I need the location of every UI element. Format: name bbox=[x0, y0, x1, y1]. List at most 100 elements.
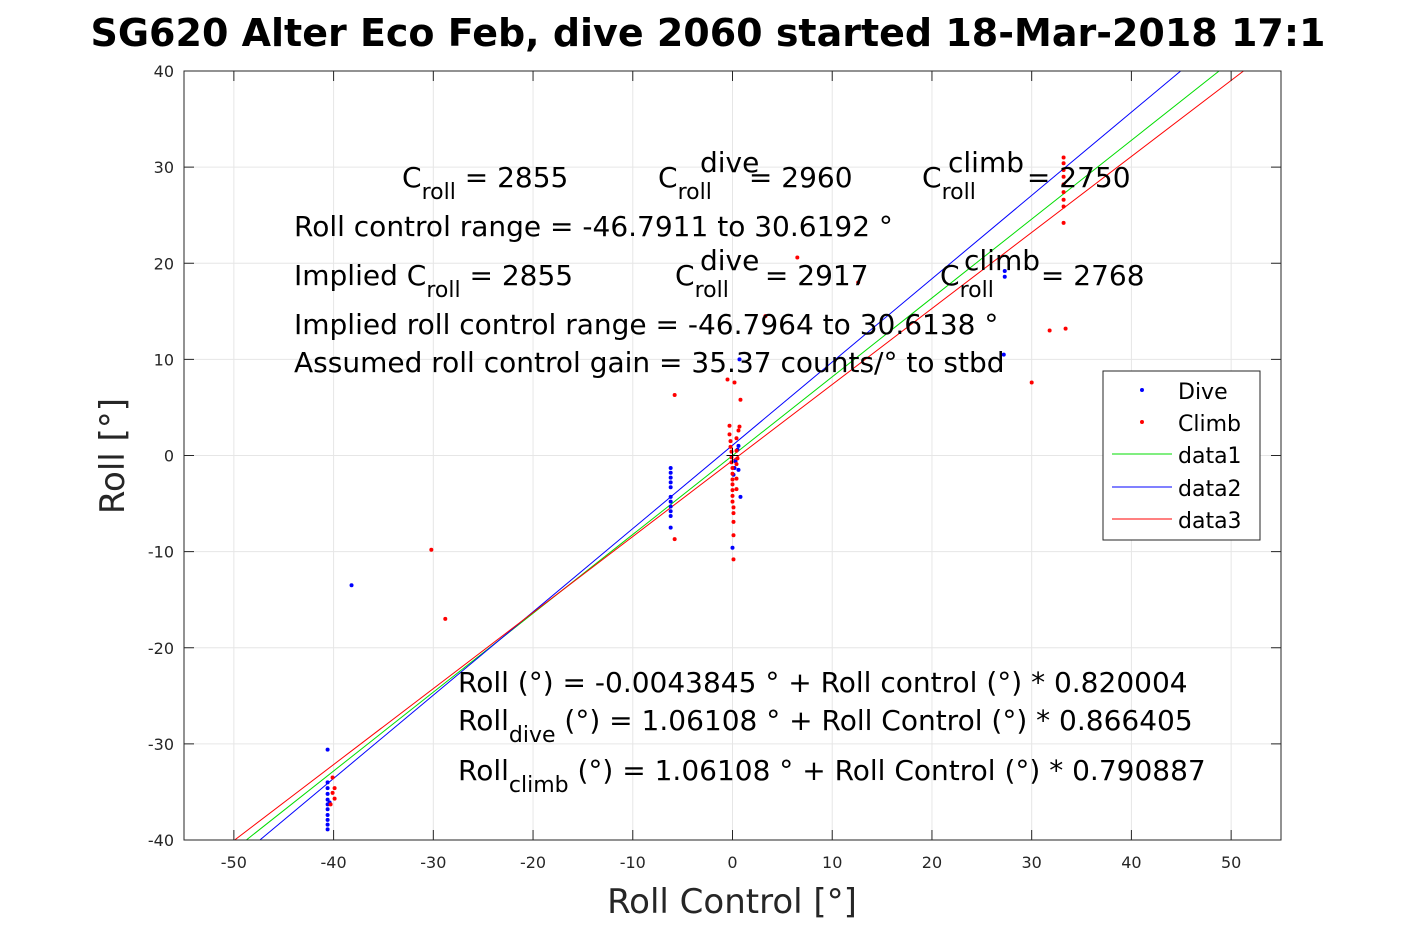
point-climb bbox=[734, 487, 739, 492]
legend-marker-dive bbox=[1140, 388, 1144, 392]
point-climb bbox=[1061, 197, 1066, 202]
legend-label-climb: Climb bbox=[1178, 412, 1241, 437]
point-climb bbox=[731, 557, 736, 562]
y-tick-label: 20 bbox=[154, 254, 174, 273]
point-climb bbox=[730, 493, 735, 498]
c-roll-dive-sup: dive bbox=[700, 146, 759, 179]
legend-label-dive: Dive bbox=[1178, 380, 1228, 405]
implied-c-roll-text: Implied Croll = 2855 bbox=[294, 259, 573, 303]
point-climb bbox=[725, 377, 730, 382]
point-dive bbox=[668, 465, 673, 470]
point-climb bbox=[728, 439, 733, 444]
point-climb bbox=[727, 423, 732, 428]
x-tick-label: -30 bbox=[420, 853, 446, 872]
fit-climb-equation: Rollclimb (°) = 1.06108 ° + Roll Control… bbox=[458, 754, 1206, 798]
point-dive bbox=[668, 525, 673, 530]
point-climb bbox=[330, 790, 335, 795]
point-climb bbox=[1061, 190, 1066, 195]
implied-roll-control-range: Implied roll control range = -46.7964 to… bbox=[294, 308, 998, 341]
point-dive bbox=[730, 545, 735, 550]
point-climb bbox=[1061, 204, 1066, 209]
legend-label-data3: data3 bbox=[1178, 509, 1242, 534]
point-dive bbox=[325, 822, 330, 827]
implied-c-dive-text: Croll = 2917 bbox=[675, 259, 869, 303]
point-dive bbox=[325, 780, 330, 785]
point-climb bbox=[1063, 326, 1068, 331]
point-dive bbox=[737, 357, 742, 362]
x-tick-label: -50 bbox=[221, 853, 247, 872]
assumed-gain: Assumed roll control gain = 35.37 counts… bbox=[294, 346, 1005, 379]
point-dive bbox=[668, 475, 673, 480]
point-climb bbox=[731, 511, 736, 516]
point-climb bbox=[730, 477, 735, 482]
y-tick-label: -10 bbox=[148, 543, 174, 562]
point-climb bbox=[734, 476, 739, 481]
point-climb bbox=[328, 802, 333, 807]
y-tick-label: 40 bbox=[154, 62, 174, 81]
point-climb bbox=[1061, 182, 1066, 187]
point-dive bbox=[736, 467, 741, 472]
x-tick-label: 20 bbox=[922, 853, 942, 872]
point-climb bbox=[732, 380, 737, 385]
c-roll-climb-sup: climb bbox=[948, 146, 1024, 179]
legend-label-data2: data2 bbox=[1178, 477, 1242, 502]
point-dive bbox=[325, 817, 330, 822]
point-climb bbox=[730, 482, 735, 487]
point-climb bbox=[672, 392, 677, 397]
x-tick-label: 0 bbox=[727, 853, 737, 872]
point-climb bbox=[1061, 155, 1066, 160]
point-climb bbox=[795, 255, 800, 260]
point-dive bbox=[349, 583, 354, 588]
point-climb bbox=[730, 499, 735, 504]
x-tick-label: 30 bbox=[1022, 853, 1042, 872]
point-climb bbox=[1061, 174, 1066, 179]
point-dive bbox=[325, 807, 330, 812]
point-climb bbox=[737, 424, 742, 429]
point-climb bbox=[735, 456, 740, 461]
point-climb bbox=[856, 280, 861, 285]
point-climb bbox=[1061, 161, 1066, 166]
roll-control-range: Roll control range = -46.7911 to 30.6192… bbox=[294, 210, 893, 243]
point-climb bbox=[728, 444, 733, 449]
calibration-annotations: Croll = 2855 dive Croll = 2960 climb Cro… bbox=[294, 146, 1206, 798]
legend: Dive Climb data1 data2 data3 bbox=[1102, 370, 1261, 541]
point-climb bbox=[734, 462, 739, 467]
point-dive bbox=[668, 470, 673, 475]
scatter-points bbox=[325, 155, 1068, 832]
legend-box bbox=[1102, 370, 1261, 541]
axis-ticks: -50 -40 -30 -20 -10 0 10 20 30 40 50 -40 -30 -20 -10 0 1… bbox=[148, 62, 1281, 872]
y-tick-label: 0 bbox=[164, 447, 174, 466]
point-dive bbox=[325, 813, 330, 818]
y-tick-label: 10 bbox=[154, 350, 174, 369]
point-dive bbox=[325, 797, 330, 802]
y-tick-label: -30 bbox=[148, 735, 174, 754]
point-climb bbox=[727, 432, 732, 437]
point-dive bbox=[736, 443, 741, 448]
point-climb bbox=[443, 616, 448, 621]
point-climb bbox=[730, 465, 735, 470]
point-climb bbox=[734, 436, 739, 441]
point-dive bbox=[668, 480, 673, 485]
point-dive bbox=[1001, 352, 1006, 357]
c-roll-text: Croll = 2855 bbox=[402, 161, 568, 205]
c-roll-dive-text: Croll = 2960 bbox=[658, 161, 853, 205]
point-climb bbox=[1061, 168, 1066, 173]
point-climb bbox=[734, 448, 739, 453]
point-dive bbox=[668, 485, 673, 490]
point-climb bbox=[730, 471, 735, 476]
point-climb bbox=[1061, 220, 1066, 225]
implied-c-climb-text: Croll = 2768 bbox=[940, 259, 1145, 303]
point-dive bbox=[668, 509, 673, 514]
point-climb bbox=[672, 537, 677, 542]
x-tick-label: -10 bbox=[620, 853, 646, 872]
x-tick-label: 50 bbox=[1221, 853, 1241, 872]
point-dive bbox=[325, 747, 330, 752]
x-tick-label: 40 bbox=[1121, 853, 1141, 872]
point-dive bbox=[668, 499, 673, 504]
x-axis-label: Roll Control [°] bbox=[607, 882, 857, 922]
y-axis-label: Roll [°] bbox=[93, 398, 133, 514]
point-climb bbox=[1029, 380, 1034, 385]
point-climb bbox=[1047, 328, 1052, 333]
legend-label-data1: data1 bbox=[1178, 444, 1242, 469]
fit-dive-equation: Rolldive (°) = 1.06108 ° + Roll Control … bbox=[458, 704, 1193, 748]
